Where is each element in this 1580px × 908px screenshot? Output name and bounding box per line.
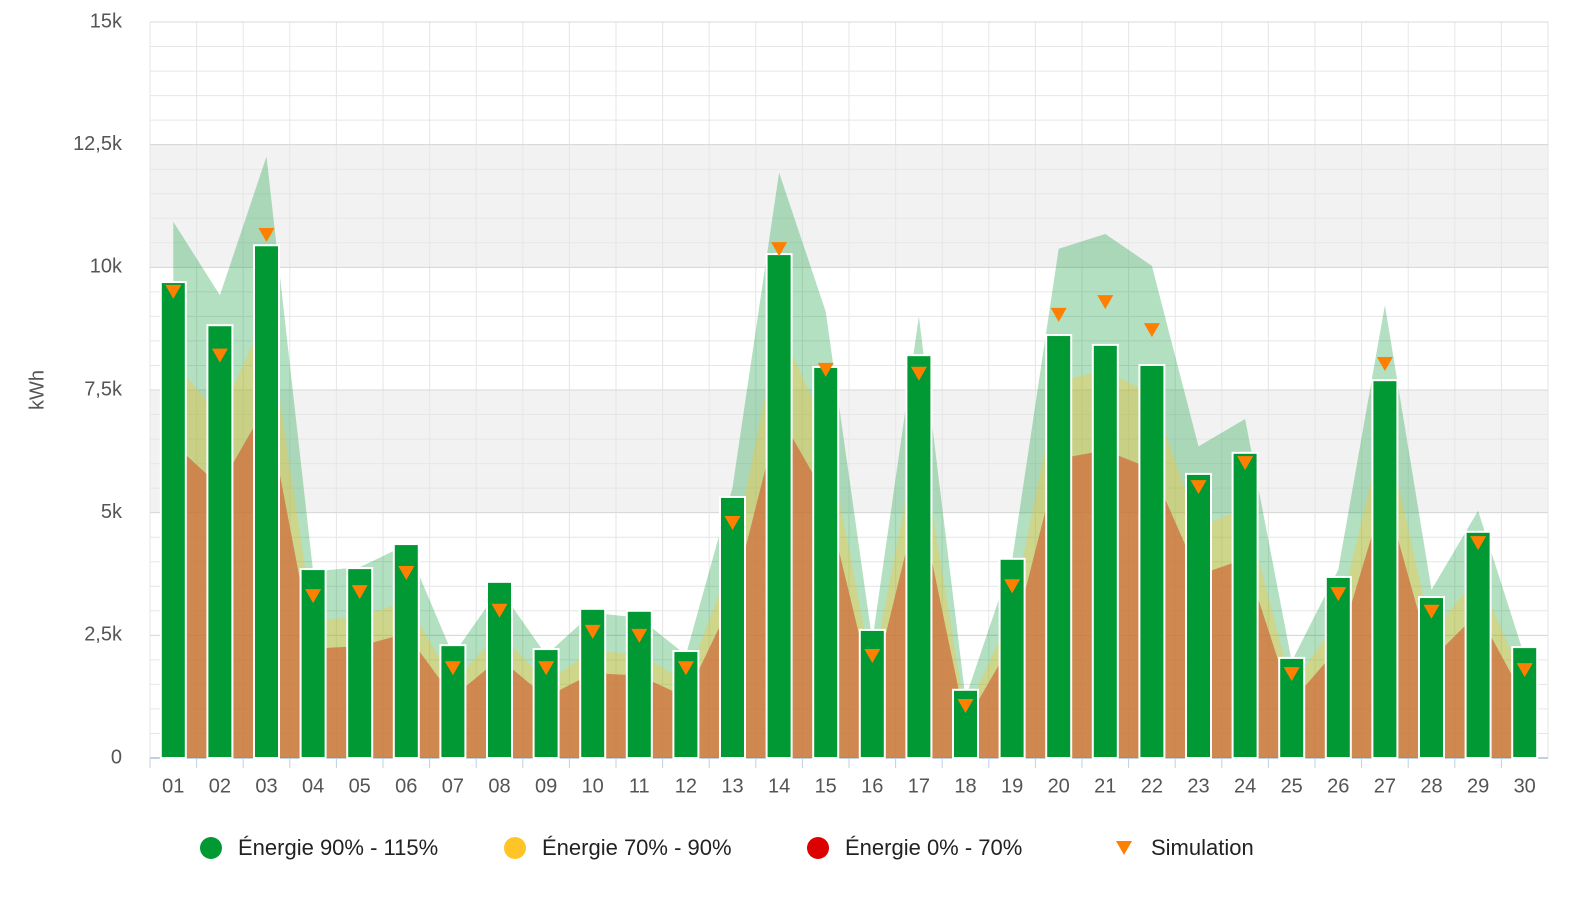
bar (719, 495, 746, 759)
x-tick-label: 26 (1327, 775, 1349, 797)
legend-label: Énergie 90% - 115% (238, 835, 438, 860)
simulation-marker (1376, 356, 1393, 371)
bar (1138, 363, 1166, 759)
simulation-marker (1143, 323, 1160, 338)
simulation-marker (631, 628, 648, 643)
x-tick-label: 29 (1467, 775, 1489, 797)
simulation-marker (305, 589, 322, 604)
x-tick-label: 05 (349, 775, 371, 797)
simulation-marker (771, 242, 788, 257)
simulation-marker (677, 661, 694, 676)
x-tick-label: 20 (1048, 775, 1070, 797)
simulation-marker (910, 366, 927, 381)
simulation-marker (444, 661, 461, 676)
simulation-marker (165, 284, 182, 299)
x-tick-label: 06 (395, 775, 417, 797)
bar (1464, 530, 1492, 759)
simulation-marker (1004, 579, 1021, 594)
x-tick-label: 01 (162, 775, 184, 797)
simulation-marker (1423, 604, 1440, 619)
simulation-marker (258, 227, 275, 242)
simulation-marker (1516, 663, 1533, 678)
simulation-marker (1190, 480, 1207, 495)
legend-label: Énergie 70% - 90% (542, 835, 732, 860)
bar (905, 354, 933, 759)
legend-symbol (504, 837, 526, 859)
simulation-marker (1283, 667, 1300, 682)
x-tick-label: 17 (908, 775, 930, 797)
x-tick-label: 30 (1514, 775, 1536, 797)
legend-label: Énergie 0% - 70% (845, 835, 1022, 860)
y-tick-label: 2,5k (84, 624, 123, 646)
bar (1185, 472, 1212, 759)
simulation-marker (957, 698, 974, 713)
x-tick-label: 25 (1281, 775, 1303, 797)
x-tick-label: 08 (488, 775, 510, 797)
x-tick-label: 07 (442, 775, 464, 797)
bar (1091, 343, 1119, 759)
x-tick-label: 21 (1094, 775, 1116, 797)
bar (206, 324, 234, 759)
bar (765, 253, 793, 759)
x-tick-label: 28 (1420, 775, 1442, 797)
simulation-marker (351, 585, 368, 600)
simulation-marker (724, 515, 741, 530)
bar (812, 365, 840, 759)
simulation-marker (1330, 587, 1347, 602)
x-tick-label: 18 (954, 775, 976, 797)
y-tick-label: 7,5k (84, 378, 123, 400)
y-tick-label: 0 (111, 746, 122, 768)
bar (1418, 596, 1445, 759)
y-tick-label: 10k (90, 256, 123, 278)
x-tick-label: 11 (629, 775, 650, 797)
x-tick-label: 10 (582, 775, 604, 797)
x-tick-label: 24 (1234, 775, 1256, 797)
bar (1371, 379, 1399, 759)
x-tick-label: 19 (1001, 775, 1023, 797)
bar (1045, 334, 1073, 759)
bar (159, 281, 187, 759)
legend-symbol (200, 837, 222, 859)
bar (952, 688, 979, 760)
x-tick-label: 02 (209, 775, 231, 797)
simulation-marker (864, 648, 881, 663)
x-tick-label: 16 (861, 775, 883, 797)
simulation-marker (538, 661, 555, 676)
simulation-marker (1470, 536, 1487, 551)
y-tick-label: 15k (90, 10, 123, 32)
x-tick-label: 22 (1141, 775, 1163, 797)
simulation-marker (491, 603, 508, 618)
y-tick-label: 5k (101, 501, 123, 523)
x-tick-label: 09 (535, 775, 557, 797)
x-tick-label: 04 (302, 775, 324, 797)
simulation-marker (1097, 295, 1114, 310)
x-tick-label: 27 (1374, 775, 1396, 797)
legend-symbol (1116, 841, 1132, 855)
simulation-marker (817, 362, 834, 377)
simulation-marker (1050, 307, 1067, 322)
y-tick-label: 12,5k (73, 133, 123, 155)
x-tick-label: 13 (721, 775, 743, 797)
bar (1231, 451, 1259, 759)
x-tick-label: 03 (255, 775, 277, 797)
x-tick-label: 14 (768, 775, 790, 797)
y-axis-label: kWh (26, 370, 48, 410)
legend-symbol (807, 837, 829, 859)
bar (253, 244, 280, 759)
simulation-marker (1237, 456, 1254, 471)
bar (1324, 575, 1352, 759)
simulation-marker (211, 348, 228, 363)
simulation-marker (398, 566, 415, 581)
bar (346, 567, 374, 759)
simulation-marker (584, 624, 601, 639)
legend-label: Simulation (1151, 835, 1254, 860)
x-tick-label: 23 (1187, 775, 1209, 797)
x-tick-label: 12 (675, 775, 697, 797)
x-tick-label: 15 (815, 775, 837, 797)
